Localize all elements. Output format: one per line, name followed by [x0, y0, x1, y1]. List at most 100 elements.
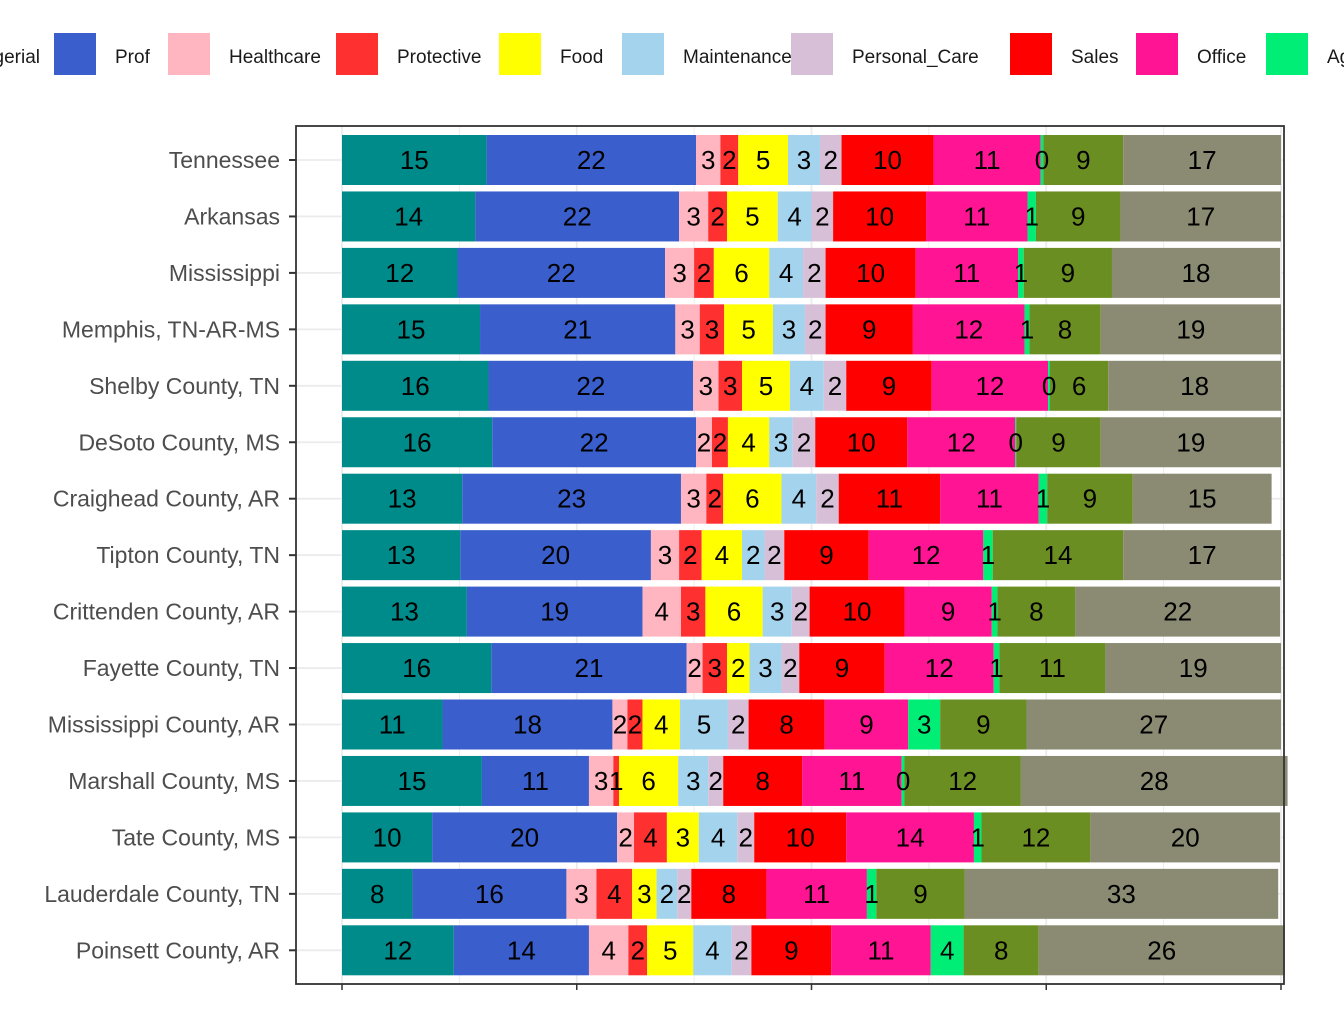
- legend-key: [1010, 33, 1052, 75]
- bar-segment-protective: [613, 755, 620, 806]
- data-label: 8: [1058, 314, 1072, 344]
- data-label: 12: [947, 427, 976, 457]
- bar-segment-protective: [718, 360, 743, 411]
- bar-segment-maintenance: [742, 530, 765, 581]
- bar-segment-personal-care: [708, 755, 724, 806]
- data-label: 9: [1051, 427, 1065, 457]
- data-label: 4: [607, 879, 621, 909]
- bar-segment-protective: [702, 643, 727, 694]
- bar-segment-sales: [815, 417, 908, 468]
- data-label: 4: [792, 484, 806, 514]
- data-label: 21: [574, 653, 603, 683]
- data-label: 0: [1042, 371, 1056, 401]
- bar-segment-production: [1035, 191, 1121, 242]
- data-label: 3: [699, 371, 713, 401]
- bar-segment-sales: [691, 868, 767, 919]
- bar-segment-food: [726, 191, 778, 242]
- bar-segment-healthcare: [612, 699, 628, 750]
- bar-segment-agriculture: [1018, 247, 1024, 298]
- data-label: 2: [613, 710, 627, 740]
- data-label: 2: [767, 540, 781, 570]
- legend-key: [1266, 33, 1308, 75]
- bar-segment-healthcare: [588, 755, 614, 806]
- panel-border: [295, 125, 1285, 985]
- data-label: 11: [976, 484, 1003, 514]
- bar-segment-office: [912, 304, 1025, 355]
- bar-segment-maintenance: [788, 135, 820, 185]
- data-label: 1: [989, 653, 1003, 683]
- bar-segment-sales: [784, 530, 869, 581]
- bar-segment-transport: [1120, 191, 1281, 242]
- bar-segment-transport: [1100, 304, 1281, 355]
- data-label: 20: [541, 540, 570, 570]
- data-label: 22: [576, 371, 605, 401]
- bar-segment-office: [846, 812, 974, 863]
- bar-segment-protective: [634, 812, 667, 863]
- data-label: 3: [758, 653, 772, 683]
- y-tick-label: Crittenden County, AR: [53, 599, 280, 625]
- bar-segment-healthcare: [566, 868, 597, 919]
- bar-segment-healthcare: [665, 247, 695, 298]
- bar-segment-sales: [748, 699, 825, 750]
- data-label: 2: [807, 258, 821, 288]
- bar-segment-agriculture: [1040, 135, 1044, 185]
- bar-poinsett-county-ar: 12 14 4 2 5 4 2 9 11 4 8 26: [342, 925, 1285, 976]
- legend-item-protective: Protective: [336, 33, 481, 75]
- data-label: 11: [876, 484, 903, 514]
- legend-item-personal-care: Personal_Care: [791, 33, 979, 75]
- data-label: 2: [808, 314, 822, 344]
- bar-segment-agriculture: [991, 586, 998, 637]
- data-label: 18: [1180, 371, 1209, 401]
- bar-segment-maintenance: [777, 191, 812, 242]
- bar-segment-production: [1029, 304, 1101, 355]
- data-label: 11: [838, 766, 865, 796]
- data-label: 3: [680, 314, 694, 344]
- bar-segment-food: [642, 699, 681, 750]
- bar-segment-maintenance: [781, 473, 817, 524]
- data-label: 5: [756, 145, 770, 175]
- legend-key: [54, 33, 96, 75]
- data-label: 1: [1024, 201, 1038, 231]
- bar-segment-transport: [1100, 417, 1281, 468]
- bar-segment-production: [1016, 417, 1101, 468]
- bar-segment-protective: [680, 586, 706, 637]
- bar-segment-food: [713, 247, 770, 298]
- bar-segment-managerial: [342, 473, 463, 524]
- bar-segment-maintenance: [773, 304, 805, 355]
- data-label: 21: [563, 314, 592, 344]
- bar-segment-prof: [457, 247, 666, 298]
- bar-segment-personal-care: [677, 868, 692, 919]
- bar-segment-personal-care: [816, 473, 839, 524]
- bar-segment-maintenance: [680, 699, 728, 750]
- bar-segment-sales: [825, 304, 913, 355]
- data-label: 2: [820, 484, 834, 514]
- bar-segment-transport: [1038, 925, 1285, 976]
- data-label: 5: [759, 371, 773, 401]
- bar-segment-production: [997, 586, 1076, 637]
- y-tick-label: Tate County, MS: [112, 824, 280, 850]
- data-label: 2: [815, 201, 829, 231]
- data-label: 1: [1036, 484, 1050, 514]
- bar-segment-food: [727, 417, 770, 468]
- data-label: 2: [731, 710, 745, 740]
- bar-segment-food: [726, 643, 750, 694]
- data-label: 1: [1020, 314, 1034, 344]
- data-label: 9: [859, 710, 873, 740]
- data-label: 3: [686, 484, 700, 514]
- bar-segment-personal-care: [792, 417, 816, 468]
- y-tick-label: Poinsett County, AR: [76, 937, 280, 963]
- data-label: 20: [1171, 822, 1200, 852]
- data-label: 12: [925, 653, 954, 683]
- bar-segment-transport: [1123, 530, 1281, 581]
- bar-segment-managerial: [342, 868, 413, 919]
- bar-segment-transport: [1108, 360, 1281, 411]
- data-label: 1: [987, 597, 1001, 627]
- data-label: 9: [941, 597, 955, 627]
- bar-segment-agriculture: [901, 755, 905, 806]
- data-label: 15: [397, 766, 426, 796]
- bar-segment-managerial: [342, 191, 476, 242]
- data-label: 2: [687, 653, 701, 683]
- data-label: 3: [686, 201, 700, 231]
- bar-segment-sales: [799, 643, 885, 694]
- y-tick-label: Marshall County, MS: [68, 768, 280, 794]
